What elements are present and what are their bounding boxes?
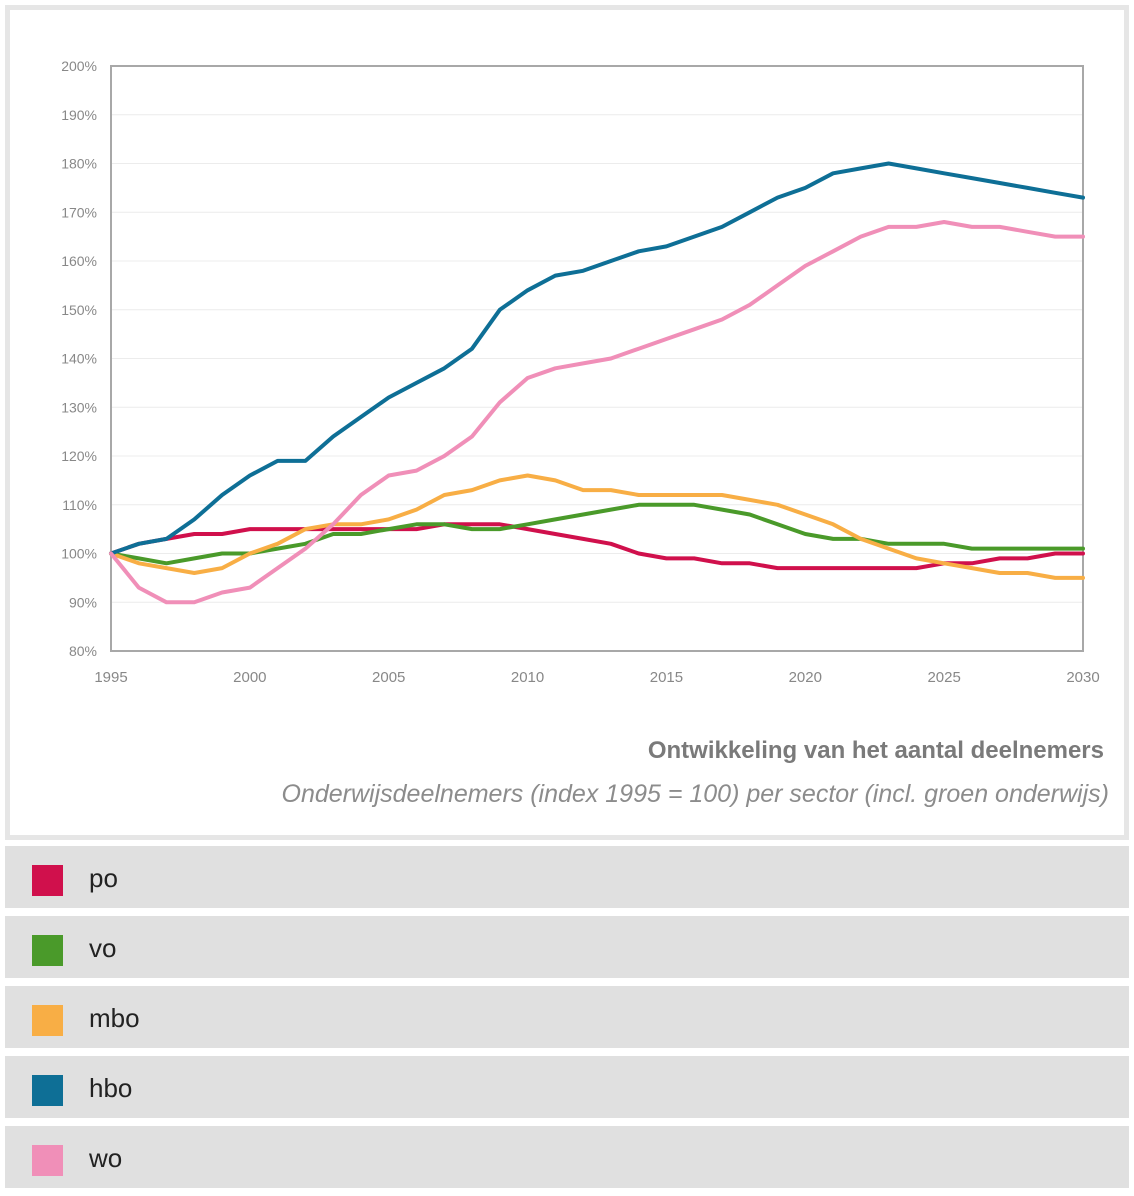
legend-swatch [32,1075,63,1106]
legend-swatch [32,935,63,966]
x-tick-label: 2020 [789,669,822,686]
chart-panel: 80% 90% 100% 110% 120% 130% 140% 150% 160% 170% 18… [5,5,1129,840]
legend-swatch [32,1005,63,1036]
x-tick-label: 1995 [94,669,127,686]
legend-label: po [89,863,118,893]
y-tick-label: 140% [61,351,97,367]
legend-item-po[interactable]: po [5,846,1129,908]
y-tick-label: 190% [61,107,97,123]
series-line-hbo [109,161,1085,556]
x-tick-label: 2015 [650,669,683,686]
series-line-wo [109,220,1085,605]
line-chart: 80% 90% 100% 110% 120% 130% 140% 150% 160% 170% 18… [61,58,1100,686]
x-tick-label: 2005 [372,669,405,686]
y-tick-label: 130% [61,399,97,415]
series-line-po [109,522,1085,571]
y-tick-label: 120% [61,448,97,464]
series-line-mbo [109,473,1085,580]
legend-swatch [32,865,63,896]
legend-label: mbo [89,1003,140,1033]
y-tick-label: 100% [61,546,97,562]
legend-item-mbo[interactable]: mbo [5,986,1129,1048]
chart-title: Ontwikkeling van het aantal deelnemers [647,737,1104,764]
legend-label: wo [89,1143,123,1173]
x-tick-label: 2030 [1066,669,1099,686]
y-tick-label: 110% [62,497,97,513]
y-tick-label: 150% [61,302,97,318]
y-tick-label: 180% [61,156,97,172]
y-tick-label: 80% [69,643,97,659]
series-line-vo [109,502,1085,566]
legend-label: hbo [89,1073,133,1103]
x-tick-label: 2025 [927,669,960,686]
x-tick-label: 2000 [233,669,266,686]
plot-frame [110,65,1084,652]
legend-item-vo[interactable]: vo [5,916,1129,978]
y-tick-label: 170% [61,204,97,220]
x-tick-label: 2010 [511,669,544,686]
chart-subtitle: Onderwijsdeelnemers (index 1995 = 100) p… [281,780,1110,808]
y-tick-label: 200% [61,58,97,74]
legend-item-hbo[interactable]: hbo [5,1056,1129,1118]
legend-swatch [32,1145,63,1176]
y-tick-label: 160% [61,253,97,269]
y-tick-label: 90% [69,594,97,610]
legend-item-wo[interactable]: wo [5,1126,1129,1188]
legend: po vo mbo hbo wo [5,846,1129,1196]
legend-label: vo [89,933,117,963]
